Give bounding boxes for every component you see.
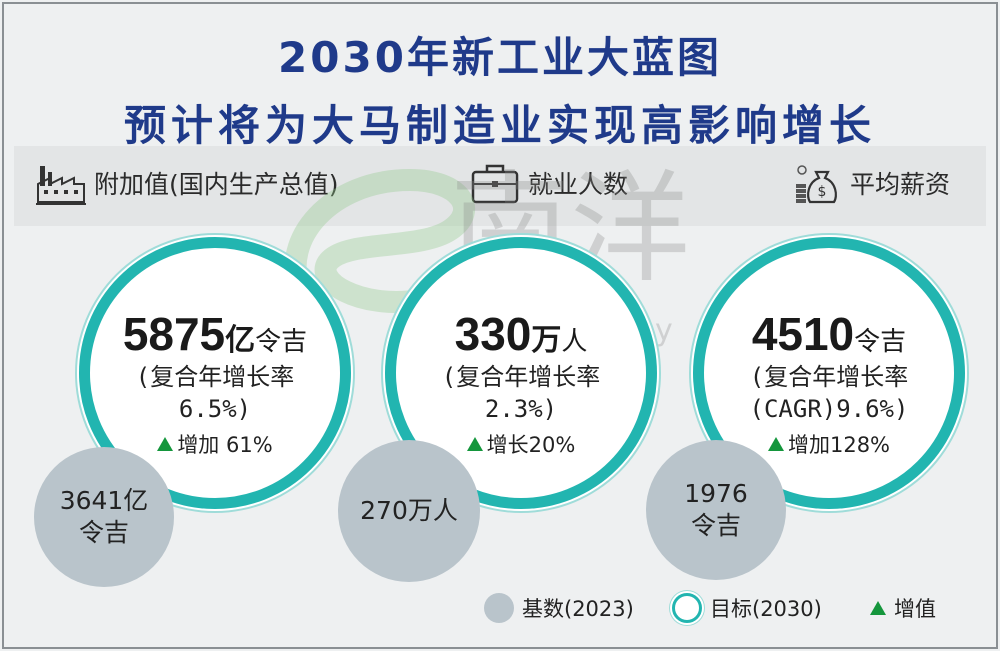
base-value: 1976 [684,479,748,508]
legend-base: 基数(2023) [484,593,634,623]
base-swatch-icon [484,593,514,623]
growth-rate-value: (CAGR)9.6%) [749,395,909,423]
base-value: 3641亿 [59,486,149,515]
up-triangle-icon [466,437,483,451]
increase-text: 增加 61% [177,433,273,457]
base-circle-salary: 1976 令吉 [646,440,786,580]
category-label: 就业人数 [528,170,629,199]
metric-target-value-added: 5875 亿 令吉 (复合年增长率 6.5%) 增加 61% [79,307,351,459]
title-line-2: 预计将为大马制造业实现高影响增长 [123,101,876,150]
category-employment: 就业人数 [470,158,628,208]
growth-rate-line: (复合年增长率 [441,363,601,391]
factory-icon [36,166,86,205]
growth-rate-value: 2.3%) [484,395,558,423]
target-currency: 人 [561,327,588,357]
base-circle-employment: 270万人 [338,440,480,582]
base-circle-value-added: 3641亿 令吉 [34,447,174,587]
target-swatch-icon [672,593,702,623]
legend-target-label: 目标(2030) [710,597,822,621]
category-value-added: 附加值(国内生产总值) [36,158,339,208]
money-bag-icon: $ [796,165,837,204]
legend-increase-label: 增值 [894,597,936,621]
increase-row: 增加128% [693,429,965,459]
increase-text: 增加128% [787,433,891,457]
increase-row: 增加 61% [79,429,351,459]
up-triangle-icon [157,437,174,451]
target-number: 330 [454,308,532,360]
title-line-1: 2030年新工业大蓝图 [278,33,722,82]
target-currency: 令吉 [255,327,308,357]
category-label: 附加值(国内生产总值) [94,170,339,199]
metric-target-salary: 4510 令吉 (复合年增长率 (CAGR)9.6%) 增加128% [693,307,965,459]
target-unit: 亿 [225,323,256,358]
category-label: 平均薪资 [850,170,951,199]
target-number: 4510 [751,308,855,360]
target-currency: 令吉 [854,327,907,357]
up-triangle-icon [767,437,784,451]
legend-base-label: 基数(2023) [522,597,634,621]
base-value: 270万人 [360,496,458,525]
target-ring [693,237,965,509]
legend-target: 目标(2030) [672,593,822,623]
base-unit: 令吉 [78,518,129,547]
target-number: 5875 [122,308,226,360]
growth-rate-value: 6.5%) [178,395,252,423]
briefcase-icon [471,164,519,204]
category-header-band [14,146,986,226]
category-average-salary: $ 平均薪资 [792,158,950,208]
target-unit: 万 [531,323,562,358]
base-unit: 令吉 [690,511,741,540]
svg-text:$: $ [818,184,827,200]
metric-target-employment: 330 万 人 (复合年增长率 2.3%) 增长20% [385,307,657,459]
growth-rate-line: (复合年增长率 [749,363,909,391]
up-triangle-icon [870,601,886,615]
legend-increase: 增值 [870,593,936,623]
increase-row: 增长20% [385,429,657,459]
increase-text: 增长20% [486,433,576,457]
growth-rate-line: (复合年增长率 [135,363,295,391]
